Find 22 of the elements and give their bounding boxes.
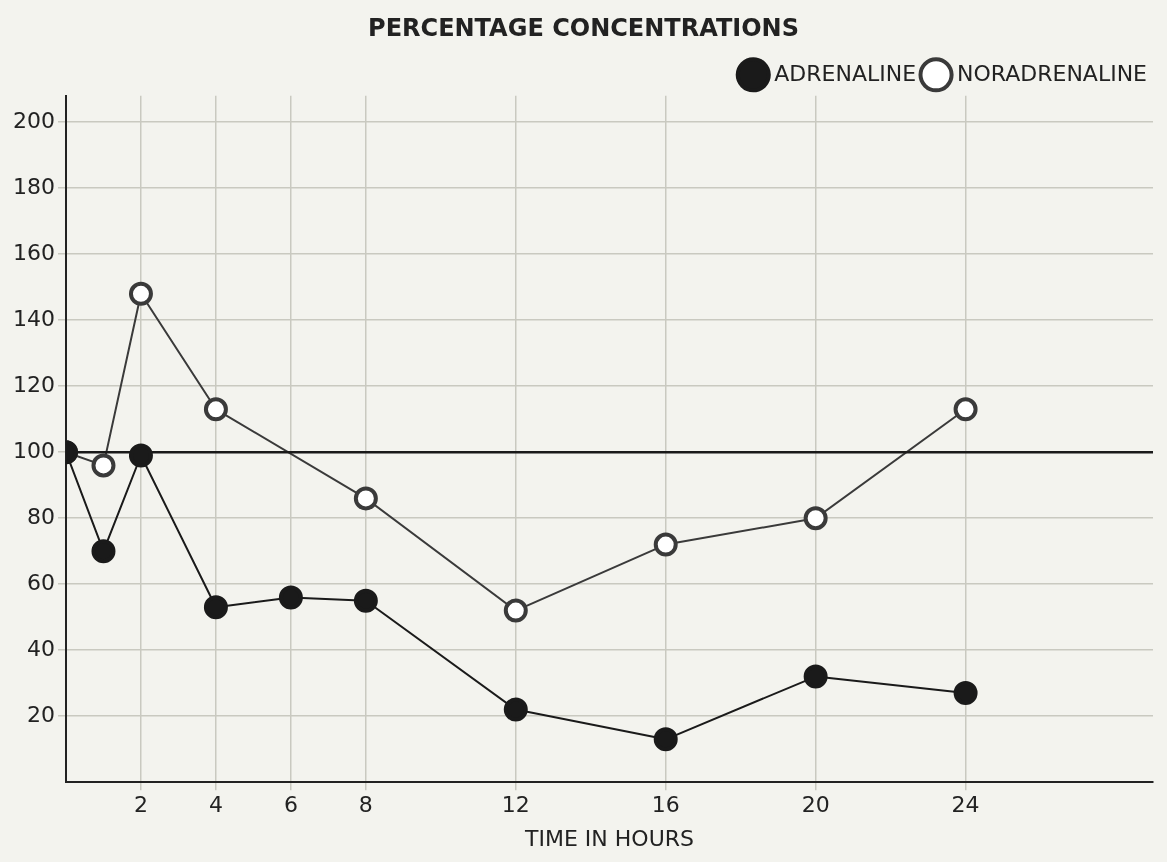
y-tick-label: 40	[26, 635, 55, 661]
x-tick-label: 20	[801, 792, 830, 818]
x-tick-label: 16	[651, 792, 680, 818]
x-tick-label: 2	[133, 792, 148, 818]
chart-title: PERCENTAGE CONCENTRATIONS	[368, 13, 799, 42]
x-tick-label: 24	[951, 792, 980, 818]
x-tick-label: 4	[208, 792, 223, 818]
y-tick-label: 80	[26, 503, 55, 529]
y-tick-label: 120	[12, 371, 55, 397]
y-tick-label: 180	[12, 173, 55, 199]
y-tick-label: 60	[26, 569, 55, 595]
y-tick-label: 140	[12, 305, 55, 331]
y-tick-label: 100	[12, 437, 55, 463]
y-tick-label: 20	[26, 701, 55, 727]
legend-label: ADRENALINE	[774, 60, 917, 86]
x-tick-label: 12	[501, 792, 530, 818]
y-tick-label: 160	[12, 239, 55, 265]
x-tick-label: 6	[283, 792, 298, 818]
x-axis-title: TIME IN HOURS	[524, 825, 694, 851]
y-tick-label: 200	[12, 107, 55, 133]
legend-label: NORADRENALINE	[957, 60, 1148, 86]
x-tick-label: 8	[358, 792, 373, 818]
